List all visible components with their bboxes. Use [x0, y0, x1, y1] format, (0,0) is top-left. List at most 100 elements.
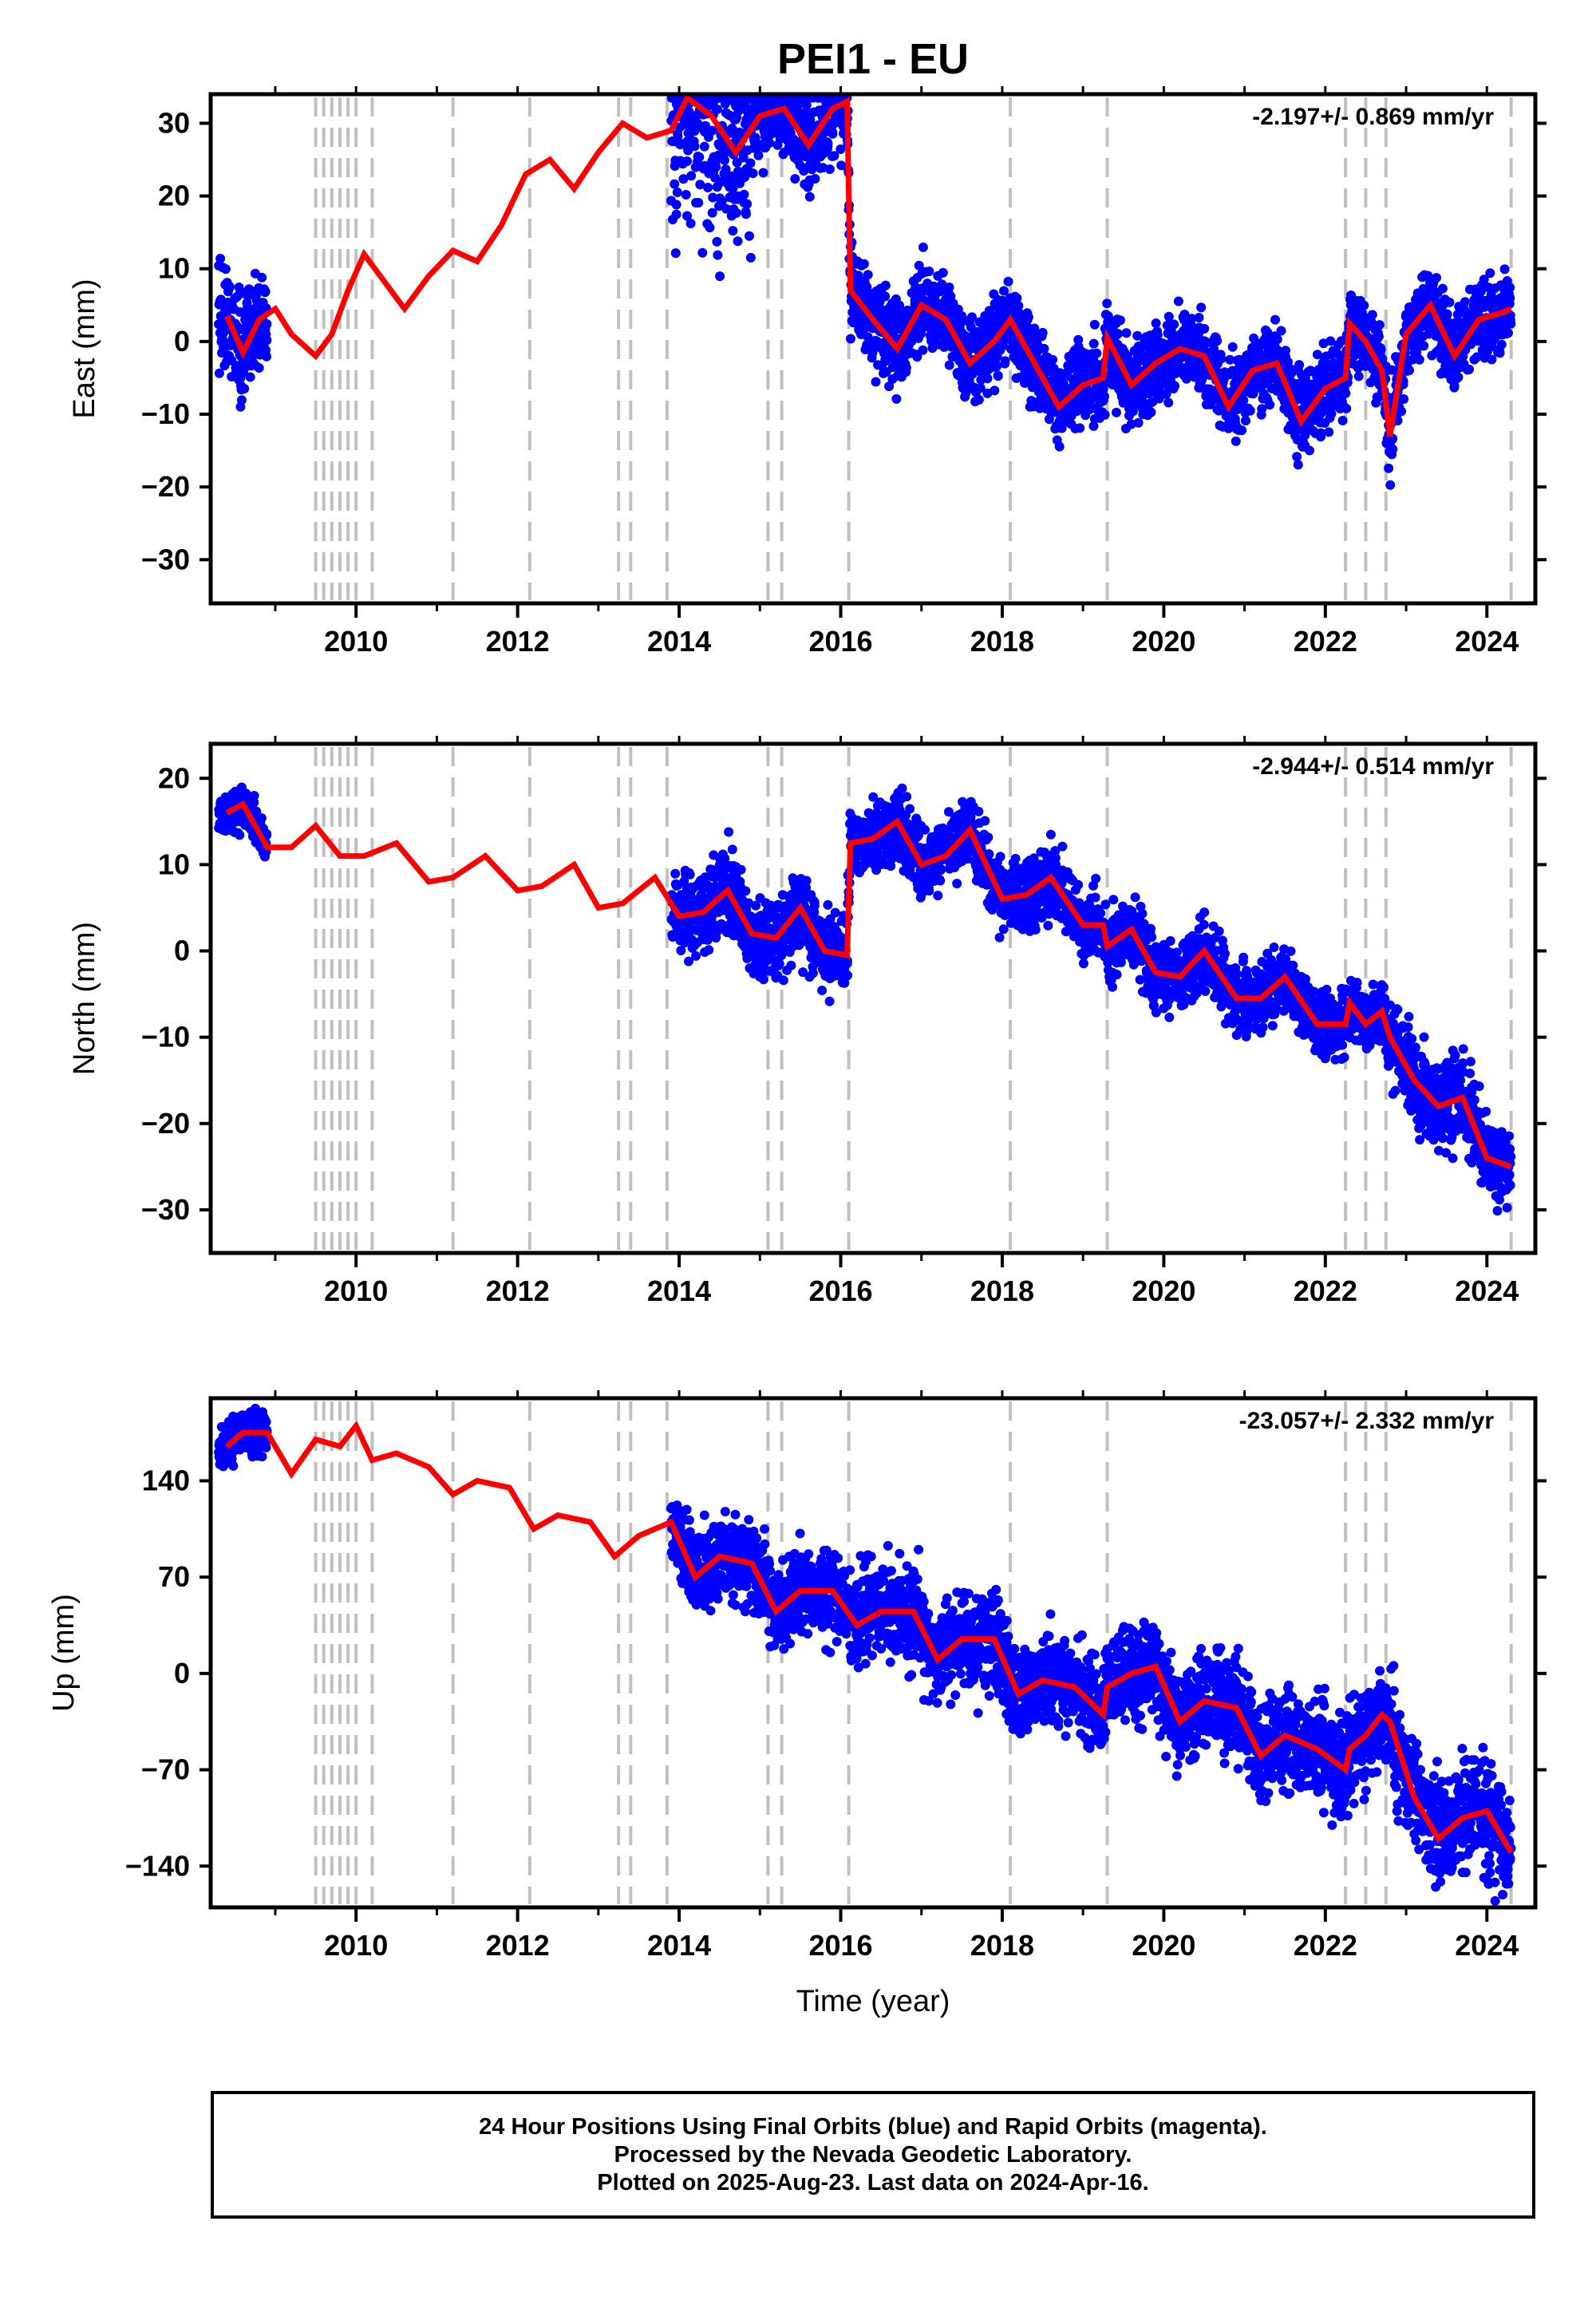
east-data-point	[689, 141, 700, 152]
east-data-point	[1054, 441, 1065, 452]
north-data-point	[774, 958, 784, 969]
east-data-point	[1163, 397, 1174, 408]
east-data-point	[742, 199, 753, 209]
east-data-point	[1113, 329, 1124, 339]
east-data-point	[1146, 407, 1156, 417]
north-data-point	[778, 975, 788, 986]
east-data-point	[1414, 354, 1424, 365]
east-data-point	[695, 180, 705, 190]
east-data-point	[694, 152, 705, 162]
east-data-point	[1039, 343, 1049, 354]
east-data-point	[828, 128, 838, 139]
east-data-point	[1503, 328, 1513, 338]
north-data-point	[724, 827, 734, 837]
east-data-point	[257, 272, 267, 283]
north-data-point	[843, 970, 853, 981]
figure-title: PEI1 - EU	[777, 35, 969, 83]
east-data-point	[712, 236, 722, 247]
east-y-tick-label: 10	[158, 252, 190, 285]
east-data-point	[1115, 315, 1125, 326]
east-data-point	[1003, 276, 1013, 287]
east-data-point	[748, 168, 758, 179]
east-data-point	[693, 198, 704, 207]
east-data-point	[235, 307, 245, 317]
east-data-point	[670, 248, 681, 259]
east-x-tick-label: 2016	[808, 625, 872, 658]
north-data-point	[691, 951, 701, 961]
east-data-point	[1505, 293, 1515, 303]
east-data-point	[1194, 313, 1204, 322]
east-y-tick-label: 30	[158, 106, 190, 139]
east-data-point	[1460, 297, 1470, 307]
east-data-point	[739, 189, 749, 200]
east-data-point	[1245, 405, 1255, 416]
east-data-point	[1399, 394, 1409, 404]
north-data-point	[736, 864, 746, 875]
east-data-point	[262, 351, 271, 362]
north-data-point	[905, 804, 915, 814]
north-data-point	[808, 968, 818, 978]
east-data-point	[1100, 391, 1109, 401]
east-data-point	[673, 132, 683, 142]
north-data-point	[823, 899, 833, 910]
east-data-point	[686, 171, 697, 181]
east-data-point	[790, 174, 800, 184]
east-data-point	[1485, 268, 1495, 279]
east-data-point	[804, 192, 815, 202]
east-data-point	[1089, 319, 1100, 330]
east-data-point	[671, 200, 681, 210]
east-data-point	[685, 219, 696, 228]
east-data-point	[758, 168, 768, 178]
east-x-tick-label: 2014	[647, 625, 711, 658]
east-data-point	[1281, 346, 1290, 356]
east-data-point	[715, 271, 725, 282]
north-data-point	[256, 813, 267, 824]
east-x-tick-label: 2024	[1455, 625, 1519, 658]
east-data-point	[810, 174, 820, 184]
east-data-point	[239, 384, 250, 393]
east-data-point	[974, 394, 984, 405]
east-data-point	[236, 395, 247, 405]
east-data-point	[924, 267, 934, 276]
east-data-point	[918, 345, 928, 355]
east-data-point	[712, 105, 722, 114]
north-data-point	[235, 830, 245, 840]
east-data-point	[728, 226, 738, 236]
east-data-point	[938, 267, 948, 278]
east-data-point	[1121, 328, 1132, 338]
east-data-point	[1151, 318, 1161, 328]
east-data-point	[1196, 302, 1207, 313]
east-y-tick-label: −30	[141, 543, 190, 575]
east-data-point	[738, 152, 749, 163]
east-data-point	[1212, 336, 1223, 346]
east-data-point	[823, 138, 833, 148]
east-data-point	[1000, 356, 1010, 366]
east-data-point	[245, 372, 255, 382]
east-data-point	[824, 164, 835, 174]
east-data-point	[1505, 283, 1515, 293]
east-data-point	[1464, 364, 1474, 374]
east-data-point	[1088, 338, 1099, 349]
east-data-point	[254, 363, 264, 373]
east-y-axis-label: East (mm)	[68, 279, 101, 418]
east-data-point	[745, 231, 754, 241]
east-y-tick-label: 20	[158, 180, 190, 212]
east-y-tick-label: −10	[141, 397, 190, 430]
east-data-point	[1075, 423, 1085, 433]
east-data-point	[1272, 334, 1282, 345]
east-data-point	[1367, 310, 1377, 320]
east-data-point	[1227, 342, 1238, 352]
north-data-point	[670, 868, 681, 879]
east-data-point	[721, 164, 731, 175]
east-data-point	[705, 223, 715, 233]
east-x-tick-label: 2018	[970, 625, 1034, 658]
east-data-points	[214, 93, 1516, 490]
east-data-point	[901, 362, 911, 373]
east-data-point	[708, 192, 718, 203]
east-data-point	[1388, 444, 1398, 454]
east-data-point	[880, 291, 891, 302]
east-rate-label: -2.197+/- 0.869 mm/yr	[1252, 104, 1494, 130]
east-data-point	[1496, 339, 1507, 350]
